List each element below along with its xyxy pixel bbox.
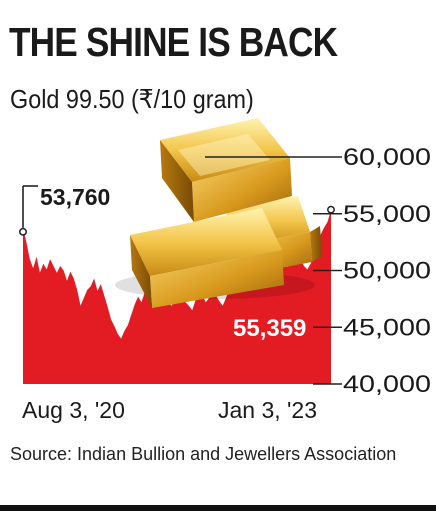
bottom-rule xyxy=(0,505,436,511)
chart-subtitle: Gold 99.50 (₹/10 gram) xyxy=(10,84,254,114)
y-tick-label: 45,000 xyxy=(343,314,431,341)
start-point-marker xyxy=(19,227,27,236)
y-tick-label: 60,000 xyxy=(343,144,431,171)
start-value-label: 53,760 xyxy=(40,184,110,210)
y-tick-label: 50,000 xyxy=(343,258,431,285)
y-axis-ticks: 60,000 55,000 50,000 45,000 40,000 xyxy=(205,144,431,398)
end-value-label: 55,359 xyxy=(233,315,306,342)
y-tick-label: 55,000 xyxy=(343,201,431,228)
end-point-marker xyxy=(327,205,335,214)
y-tick-label: 40,000 xyxy=(343,371,431,398)
x-tick-label-start: Aug 3, '20 xyxy=(22,397,125,423)
page-title: THE SHINE IS BACK xyxy=(9,19,338,65)
x-tick-label-end: Jan 3, '23 xyxy=(218,397,317,423)
gold-bars-icon xyxy=(115,118,322,308)
gold-price-chart: 60,000 55,000 50,000 45,000 40,000 53,760 55… xyxy=(19,118,431,423)
source-note: Source: Indian Bullion and Jewellers Ass… xyxy=(10,444,397,464)
